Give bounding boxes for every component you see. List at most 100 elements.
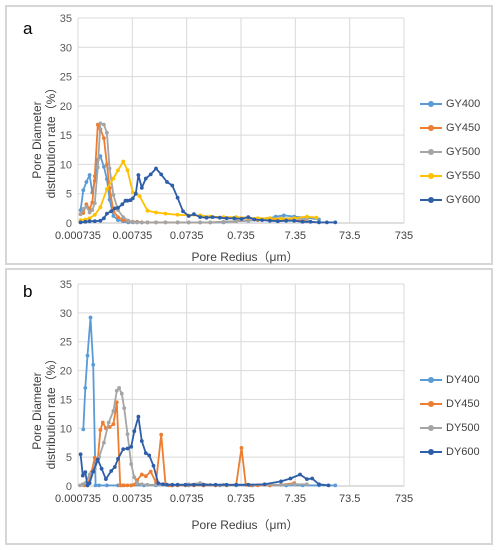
data-point-GY600 xyxy=(284,218,289,223)
data-point-GY600 xyxy=(125,198,130,203)
data-point-GY400 xyxy=(87,173,92,177)
data-point-DY400 xyxy=(105,483,109,488)
data-point-DY600 xyxy=(78,452,83,457)
data-point-DY600 xyxy=(201,482,206,487)
data-point-GY450 xyxy=(92,174,97,179)
legend-item: DY600 xyxy=(420,440,480,464)
data-point-DY500 xyxy=(279,482,283,487)
x-tick-label: 0.735 xyxy=(227,493,255,505)
data-point-GY600 xyxy=(210,215,215,220)
data-point-GY500 xyxy=(78,212,83,217)
legend-swatch xyxy=(420,425,442,431)
data-point-DY500 xyxy=(129,462,134,466)
data-point-DY600 xyxy=(151,463,156,468)
data-point-GY500 xyxy=(107,166,112,171)
data-point-GY600 xyxy=(260,218,264,223)
data-point-GY500 xyxy=(90,208,95,213)
data-point-DY500 xyxy=(87,472,92,477)
data-point-GY550 xyxy=(116,168,120,173)
data-point-GY500 xyxy=(81,207,86,211)
data-point-DY600 xyxy=(95,457,100,462)
series-line-GY550 xyxy=(80,160,317,221)
legend-swatch xyxy=(420,401,442,407)
y-tick-label: 35 xyxy=(60,279,72,291)
data-point-DY400 xyxy=(88,315,93,320)
data-point-DY450 xyxy=(98,428,103,432)
data-point-DY500 xyxy=(122,406,127,410)
data-point-DY600 xyxy=(161,482,165,487)
x-tick-label: 0.0735 xyxy=(170,493,204,505)
data-point-DY600 xyxy=(170,482,175,487)
data-point-GY500 xyxy=(105,130,109,135)
data-point-GY450 xyxy=(102,136,106,141)
series-line-DY400 xyxy=(82,316,336,487)
data-point-GY550 xyxy=(98,205,103,210)
data-point-DY400 xyxy=(93,483,98,488)
data-point-DY600 xyxy=(175,482,180,487)
data-point-DY450 xyxy=(111,422,116,427)
data-point-GY500 xyxy=(130,219,135,224)
data-point-GY400 xyxy=(84,180,89,184)
x-tick-label: 0.00735 xyxy=(112,493,152,505)
data-point-DY400 xyxy=(97,483,101,488)
legend-item: GY550 xyxy=(420,164,480,188)
data-point-DY400 xyxy=(81,427,86,432)
data-point-GY600 xyxy=(120,202,125,207)
panel-label-a: a xyxy=(23,19,33,38)
data-point-GY600 xyxy=(198,215,203,220)
data-point-GY600 xyxy=(112,206,117,211)
data-point-DY600 xyxy=(326,483,331,488)
data-point-GY450 xyxy=(105,162,109,167)
x-tick-label: 0.00735 xyxy=(112,230,152,242)
data-point-GY600 xyxy=(130,196,135,201)
x-tick-label: 0.000735 xyxy=(55,493,101,505)
data-point-DY600 xyxy=(132,429,137,434)
data-point-DY450 xyxy=(132,482,137,487)
series-line-DY450 xyxy=(84,401,295,487)
data-point-GY550 xyxy=(92,212,97,217)
data-point-DY600 xyxy=(288,476,293,481)
data-point-DY450 xyxy=(100,420,105,425)
data-point-DY500 xyxy=(119,391,124,396)
data-point-DY600 xyxy=(112,465,117,469)
data-point-GY600 xyxy=(204,215,209,220)
data-point-GY550 xyxy=(87,216,92,221)
data-point-GY600 xyxy=(268,218,272,223)
data-point-GY600 xyxy=(186,214,191,218)
data-point-GY500 xyxy=(95,165,100,170)
data-point-GY600 xyxy=(136,173,141,177)
data-point-DY600 xyxy=(305,477,309,481)
data-point-DY450 xyxy=(148,469,153,474)
data-point-GY600 xyxy=(252,217,257,222)
data-point-GY550 xyxy=(137,194,142,199)
data-point-GY550 xyxy=(279,217,283,221)
legend-swatch xyxy=(420,197,442,203)
data-point-DY600 xyxy=(298,472,302,477)
data-point-GY550 xyxy=(305,214,309,219)
data-point-GY400 xyxy=(98,154,103,159)
legend-item: GY500 xyxy=(420,140,480,164)
x-tick-label: 7.35 xyxy=(285,493,306,505)
data-point-DY600 xyxy=(165,482,169,487)
data-point-GY600 xyxy=(317,220,321,225)
x-tick-label: 0.000735 xyxy=(55,230,101,242)
data-point-DY600 xyxy=(147,453,152,458)
y-tick-label: 20 xyxy=(60,366,72,378)
legend-item: GY400 xyxy=(420,92,480,116)
data-point-GY600 xyxy=(239,217,244,221)
data-point-GY600 xyxy=(116,205,120,210)
data-point-DY600 xyxy=(246,482,251,487)
data-point-DY450 xyxy=(159,432,164,437)
data-point-GY500 xyxy=(221,219,226,224)
data-point-GY600 xyxy=(181,209,185,214)
data-point-DY600 xyxy=(91,469,96,474)
data-point-GY550 xyxy=(121,159,126,164)
data-point-GY600 xyxy=(325,220,329,225)
data-point-GY600 xyxy=(192,212,196,217)
data-point-GY600 xyxy=(139,186,144,190)
data-point-GY500 xyxy=(121,215,126,220)
data-point-GY600 xyxy=(78,220,83,225)
data-point-GY500 xyxy=(84,204,89,209)
data-point-DY450 xyxy=(139,472,144,477)
